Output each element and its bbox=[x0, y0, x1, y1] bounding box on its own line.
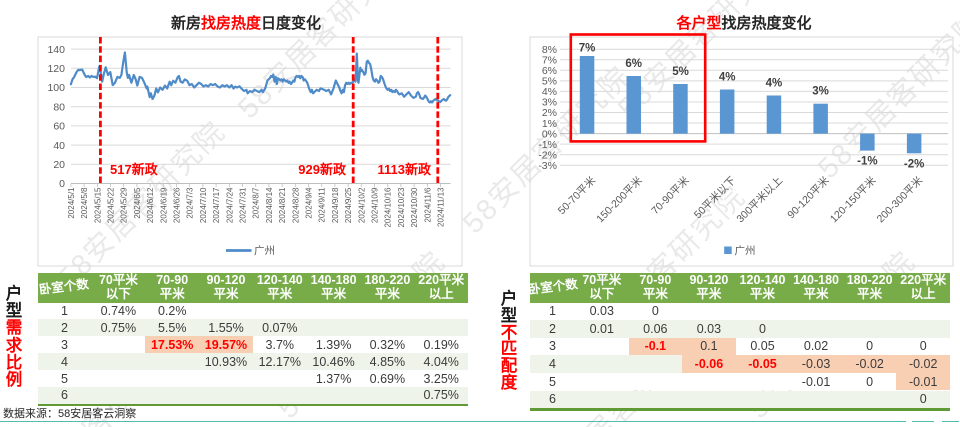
svg-text:2024/6/26: 2024/6/26 bbox=[173, 187, 182, 223]
svg-text:2024/5/22: 2024/5/22 bbox=[107, 187, 116, 223]
svg-text:2024/10/30: 2024/10/30 bbox=[410, 187, 419, 228]
svg-text:2024/8/7: 2024/8/7 bbox=[252, 187, 261, 219]
svg-text:2024/9/11: 2024/9/11 bbox=[318, 187, 327, 223]
svg-text:2024/10/2: 2024/10/2 bbox=[357, 187, 366, 223]
svg-text:7%: 7% bbox=[542, 54, 557, 66]
svg-text:2024/5/29: 2024/5/29 bbox=[120, 187, 129, 223]
svg-text:0: 0 bbox=[59, 178, 65, 190]
svg-text:3%: 3% bbox=[812, 86, 829, 98]
svg-text:7%: 7% bbox=[579, 42, 596, 54]
svg-text:2024/7/3: 2024/7/3 bbox=[186, 187, 195, 219]
svg-text:2024/8/14: 2024/8/14 bbox=[265, 187, 274, 223]
svg-text:5%: 5% bbox=[672, 66, 689, 78]
svg-text:120-150平米: 120-150平米 bbox=[827, 174, 879, 226]
svg-text:2024/7/24: 2024/7/24 bbox=[225, 187, 234, 223]
svg-text:3%: 3% bbox=[542, 97, 557, 109]
svg-text:2024/10/16: 2024/10/16 bbox=[384, 187, 393, 228]
svg-text:120: 120 bbox=[47, 63, 65, 75]
svg-text:20: 20 bbox=[53, 159, 65, 171]
svg-text:2024/5/1: 2024/5/1 bbox=[67, 187, 76, 219]
svg-text:50平米以下: 50平米以下 bbox=[691, 174, 738, 221]
svg-text:2024/6/5: 2024/6/5 bbox=[133, 187, 142, 219]
svg-text:2024/7/10: 2024/7/10 bbox=[199, 187, 208, 223]
svg-text:0%: 0% bbox=[542, 128, 557, 140]
svg-text:2024/9/18: 2024/9/18 bbox=[331, 187, 340, 223]
svg-text:6%: 6% bbox=[625, 58, 642, 70]
svg-text:6%: 6% bbox=[542, 65, 557, 77]
svg-text:1%: 1% bbox=[542, 118, 557, 130]
svg-text:4%: 4% bbox=[542, 86, 557, 98]
svg-text:2024/8/21: 2024/8/21 bbox=[278, 187, 287, 223]
svg-text:-3%: -3% bbox=[538, 160, 557, 172]
svg-text:2024/6/12: 2024/6/12 bbox=[146, 187, 155, 223]
svg-text:1113新政: 1113新政 bbox=[378, 162, 432, 177]
svg-text:5%: 5% bbox=[542, 76, 557, 88]
svg-text:90-120平米: 90-120平米 bbox=[785, 174, 833, 222]
svg-text:-1%: -1% bbox=[538, 139, 557, 151]
svg-text:200-300平米: 200-300平米 bbox=[874, 174, 926, 226]
svg-text:-1%: -1% bbox=[857, 156, 877, 168]
svg-text:2%: 2% bbox=[542, 107, 557, 119]
svg-text:60: 60 bbox=[53, 121, 65, 133]
svg-text:2024/8/28: 2024/8/28 bbox=[291, 187, 300, 223]
svg-text:2024/9/25: 2024/9/25 bbox=[344, 187, 353, 223]
svg-text:150-200平米: 150-200平米 bbox=[594, 174, 646, 226]
svg-text:2024/7/17: 2024/7/17 bbox=[212, 187, 221, 223]
svg-text:2024/5/15: 2024/5/15 bbox=[93, 187, 102, 223]
svg-text:100: 100 bbox=[47, 82, 65, 94]
svg-text:2024/11/6: 2024/11/6 bbox=[423, 187, 432, 223]
svg-text:300平米以上: 300平米以上 bbox=[734, 174, 785, 225]
svg-text:4%: 4% bbox=[719, 72, 736, 84]
svg-text:40: 40 bbox=[53, 140, 65, 152]
svg-text:80: 80 bbox=[53, 101, 65, 113]
svg-text:50-70平米: 50-70平米 bbox=[555, 174, 598, 217]
svg-text:-2%: -2% bbox=[904, 158, 924, 170]
svg-text:2024/10/9: 2024/10/9 bbox=[371, 187, 380, 223]
svg-text:2024/11/13: 2024/11/13 bbox=[437, 187, 446, 227]
svg-text:2024/5/8: 2024/5/8 bbox=[80, 187, 89, 219]
svg-text:517新政: 517新政 bbox=[110, 162, 159, 177]
svg-text:140: 140 bbox=[47, 44, 65, 56]
svg-text:2024/9/4: 2024/9/4 bbox=[305, 187, 314, 219]
svg-text:-2%: -2% bbox=[538, 149, 557, 161]
svg-text:70-90平米: 70-90平米 bbox=[649, 174, 692, 217]
svg-text:2024/10/23: 2024/10/23 bbox=[397, 187, 406, 228]
svg-text:4%: 4% bbox=[766, 78, 783, 90]
svg-text:2024/7/31: 2024/7/31 bbox=[239, 187, 248, 223]
svg-text:2024/6/19: 2024/6/19 bbox=[159, 187, 168, 223]
svg-text:广州: 广州 bbox=[254, 245, 275, 257]
svg-text:8%: 8% bbox=[542, 44, 557, 56]
svg-text:929新政: 929新政 bbox=[298, 162, 347, 177]
svg-text:广州: 广州 bbox=[735, 245, 756, 257]
